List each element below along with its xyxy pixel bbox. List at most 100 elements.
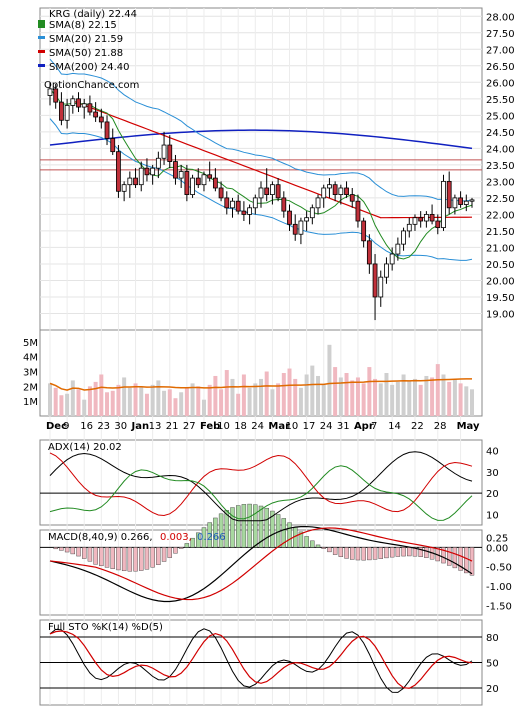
macd-histogram-bar — [173, 547, 178, 554]
volume-bar — [76, 389, 81, 416]
date-tick-label: Dec — [46, 421, 67, 432]
adx-tick-label: 40 — [486, 447, 499, 458]
candle-body — [418, 217, 424, 222]
price-tick-label: 24.00 — [486, 144, 515, 155]
volume-bar — [213, 375, 218, 416]
macd-histogram-bar — [412, 547, 418, 557]
volume-bar — [167, 389, 172, 416]
date-tick-label: May — [457, 421, 480, 432]
macd-histogram-bar — [264, 507, 269, 548]
macd-histogram-bar — [407, 547, 412, 557]
macd-title: MACD(8,40,9) 0.266, 0.003, 0.266 — [48, 532, 226, 543]
date-tick-label: 31 — [337, 421, 350, 432]
macd-histogram-bar — [464, 547, 469, 574]
candle-body — [298, 220, 304, 235]
volume-bar — [122, 377, 127, 416]
macd-histogram-bar — [196, 532, 201, 548]
macd-histogram-bar — [59, 547, 64, 551]
volume-tick-label: 5M — [23, 338, 38, 349]
macd-histogram-bar — [298, 531, 304, 548]
volume-bar — [452, 378, 457, 416]
macd-tick-label: -0.50 — [486, 563, 512, 574]
volume-bar — [110, 390, 115, 416]
date-tick-label: 17 — [303, 421, 316, 432]
candle-body — [395, 243, 401, 255]
volume-bar — [395, 381, 400, 416]
candle-body — [412, 217, 418, 225]
candle-body — [230, 200, 235, 209]
candle-body — [53, 88, 59, 103]
price-tick-label: 21.50 — [486, 227, 515, 238]
candle-body — [429, 214, 435, 222]
volume-bar — [464, 386, 469, 416]
candle-body — [81, 103, 87, 108]
macd-histogram-bar — [315, 544, 321, 548]
macd-histogram-bar — [213, 517, 218, 548]
candle-body — [155, 157, 161, 169]
macd-histogram-bar — [104, 547, 110, 568]
candle-body — [144, 167, 150, 176]
candle-body — [384, 263, 389, 278]
volume-bar — [105, 392, 110, 416]
candle-body — [423, 214, 429, 222]
candle-body — [366, 240, 372, 265]
macd-histogram-bar — [367, 547, 372, 561]
candle-body — [87, 103, 93, 113]
macd-histogram-bar — [87, 547, 93, 562]
sto-tick-label: 20 — [486, 684, 499, 695]
volume-bar — [53, 387, 58, 416]
candle-body — [235, 200, 241, 212]
volume-bar — [333, 367, 338, 416]
candle-body — [463, 200, 469, 205]
macd-histogram-bar — [338, 547, 344, 557]
volume-bar — [207, 384, 212, 416]
macd-histogram-bar — [139, 547, 144, 571]
volume-bar — [424, 375, 429, 416]
sma50-line — [72, 100, 473, 219]
volume-bar — [144, 393, 149, 416]
legend-sma50: SMA(50) 21.88 — [38, 48, 123, 59]
candle-body — [315, 197, 321, 209]
macd-histogram-bar — [270, 510, 275, 548]
date-tick-label: 21 — [166, 421, 179, 432]
candle-body — [184, 171, 190, 195]
macd-histogram-bar — [161, 547, 167, 562]
adx-minus-di-line — [49, 465, 473, 521]
price-tick-label: 25.50 — [486, 95, 515, 106]
volume-bar — [304, 374, 309, 416]
candle-body — [93, 111, 99, 118]
volume-bar — [447, 381, 452, 416]
volume-bar — [93, 381, 98, 416]
macd-histogram-bar — [127, 547, 133, 572]
date-tick-label: Apr — [354, 421, 374, 432]
price-tick-label: 26.50 — [486, 62, 515, 73]
macd-histogram-bar — [253, 504, 258, 548]
volume-bar — [321, 384, 326, 416]
macd-histogram-bar — [76, 547, 81, 557]
candle-body — [441, 180, 446, 229]
candle-body — [321, 187, 327, 199]
price-tick-label: 22.50 — [486, 194, 515, 205]
volume-bar — [355, 377, 360, 416]
macd-histogram-bar — [452, 547, 458, 569]
candle-body — [241, 210, 247, 215]
volume-bar — [384, 373, 389, 416]
macd-histogram-bar — [372, 547, 378, 560]
macd-title-hist: 0.003, — [160, 532, 192, 543]
macd-histogram-bar — [201, 527, 207, 548]
price-tick-label: 27.50 — [486, 29, 515, 40]
candle-body — [207, 174, 213, 179]
date-tick-label: 10 — [286, 421, 299, 432]
sma200-line — [49, 129, 473, 150]
macd-histogram-bar — [178, 547, 184, 549]
volume-bar — [150, 384, 155, 416]
volume-bar — [253, 383, 258, 416]
candle-body — [70, 98, 76, 106]
volume-bar — [201, 399, 206, 416]
volume-bar — [241, 374, 246, 416]
candle-body — [361, 220, 367, 242]
price-tick-label: 23.50 — [486, 161, 515, 172]
adx-title: ADX(14) 20.02 — [48, 442, 122, 453]
candle-body — [344, 187, 349, 195]
